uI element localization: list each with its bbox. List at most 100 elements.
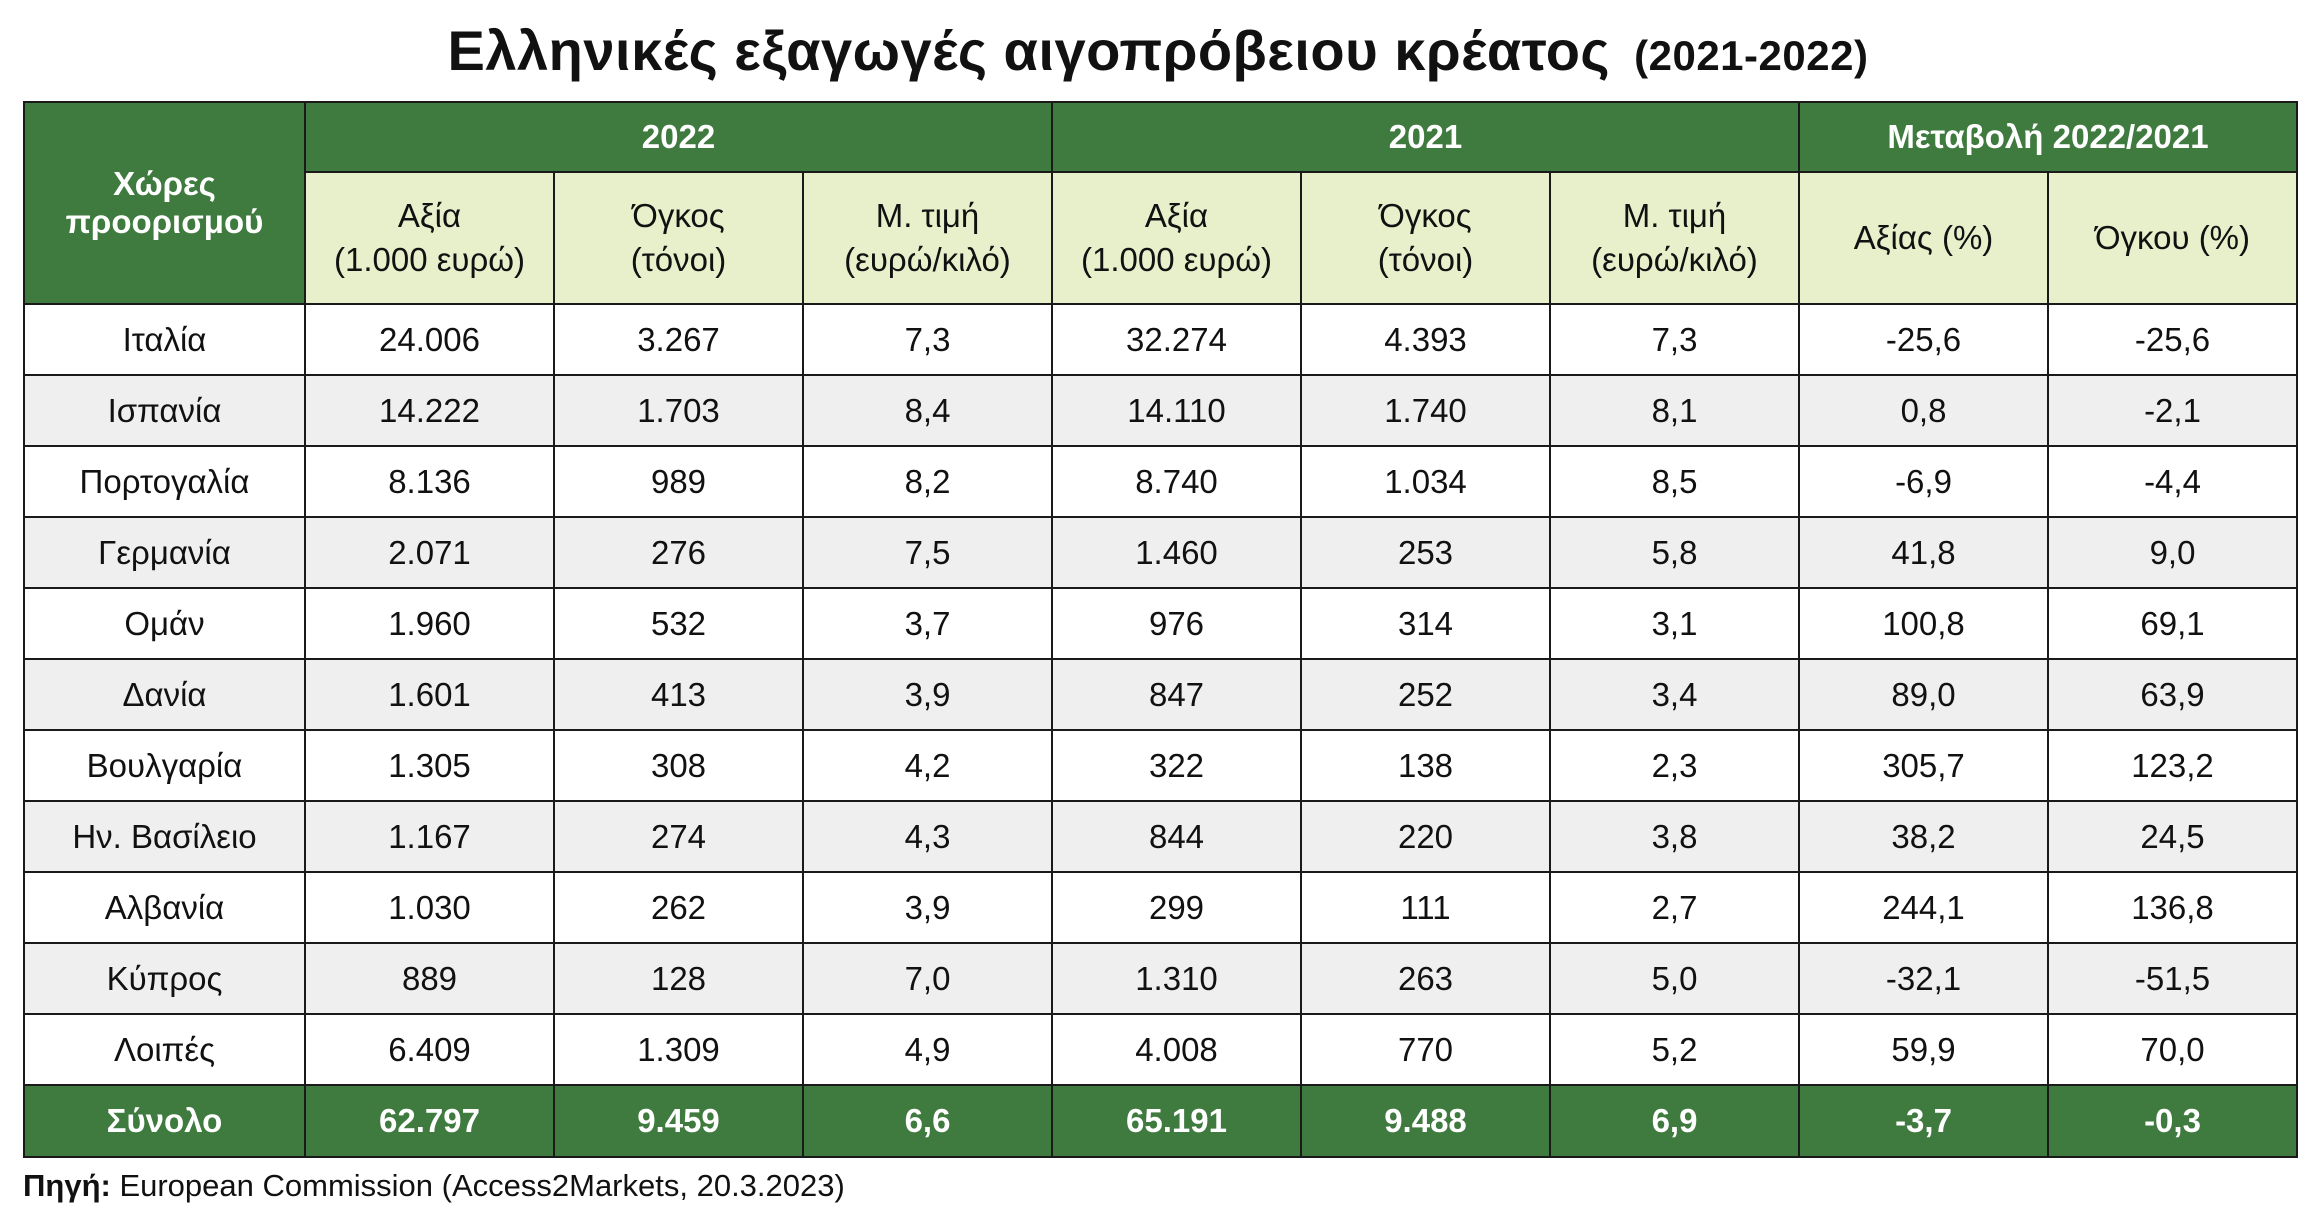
header-countries-line2: προορισμού [65,203,264,240]
header-price-2022-line2: (ευρώ/κιλό) [844,241,1011,278]
country-cell: Κύπρος [23,942,306,1015]
price-2021-cell: 3,1 [1549,587,1800,660]
total-volume-2021-cell: 9.488 [1300,1084,1551,1158]
price-2021-cell: 5,2 [1549,1013,1800,1086]
change-value-cell: 89,0 [1798,658,2049,731]
title-main: Ελληνικές εξαγωγές αιγοπρόβειου κρέατος [447,19,1611,82]
price-2022-cell: 4,3 [802,800,1053,873]
volume-2021-cell: 1.034 [1300,445,1551,518]
header-value-2021-line1: Αξία [1144,197,1209,234]
volume-2021-cell: 111 [1300,871,1551,944]
value-2022-cell: 1.960 [304,587,555,660]
total-change-volume-cell: -0,3 [2047,1084,2298,1158]
value-2021-cell: 976 [1051,587,1302,660]
change-value-cell: -6,9 [1798,445,2049,518]
total-label-cell: Σύνολο [23,1084,306,1158]
header-volume-2021-line2: (τόνοι) [1377,241,1474,278]
value-2022-cell: 8.136 [304,445,555,518]
change-volume-cell: 63,9 [2047,658,2298,731]
volume-2021-cell: 770 [1300,1013,1551,1086]
price-2021-cell: 3,8 [1549,800,1800,873]
change-volume-cell: -4,4 [2047,445,2298,518]
volume-2022-cell: 1.309 [553,1013,804,1086]
header-row-groups: Χώρες προορισμού 2022 2021 Μεταβολή 2022… [23,101,2298,305]
price-2022-cell: 7,3 [802,303,1053,376]
total-price-2022-cell: 6,6 [802,1084,1053,1158]
price-2022-cell: 8,4 [802,374,1053,447]
table-row: Ιταλία 24.006 3.267 7,3 32.274 4.393 7,3… [23,303,2298,376]
price-2021-cell: 5,8 [1549,516,1800,589]
value-2022-cell: 889 [304,942,555,1015]
change-value-cell: 41,8 [1798,516,2049,589]
volume-2021-cell: 1.740 [1300,374,1551,447]
price-2022-cell: 8,2 [802,445,1053,518]
title-years: (2021-2022) [1634,32,1869,79]
country-cell: Ομάν [23,587,306,660]
total-volume-2022-cell: 9.459 [553,1084,804,1158]
value-2021-cell: 14.110 [1051,374,1302,447]
change-value-cell: 59,9 [1798,1013,2049,1086]
change-volume-cell: 24,5 [2047,800,2298,873]
table-row: Δανία 1.601 413 3,9 847 252 3,4 89,0 63,… [23,658,2298,731]
total-change-value-cell: -3,7 [1798,1084,2049,1158]
volume-2021-cell: 252 [1300,658,1551,731]
country-cell: Αλβανία [23,871,306,944]
change-value-cell: 100,8 [1798,587,2049,660]
value-2021-cell: 8.740 [1051,445,1302,518]
country-cell: Βουλγαρία [23,729,306,802]
value-2021-cell: 847 [1051,658,1302,731]
volume-2022-cell: 274 [553,800,804,873]
table-row: Γερμανία 2.071 276 7,5 1.460 253 5,8 41,… [23,516,2298,589]
value-2022-cell: 1.030 [304,871,555,944]
country-cell: Δανία [23,658,306,731]
change-value-cell: 305,7 [1798,729,2049,802]
header-value-2021: Αξία (1.000 ευρώ) [1051,171,1302,305]
header-volume-2021-line1: Όγκος [1379,197,1472,234]
volume-2022-cell: 3.267 [553,303,804,376]
country-cell: Γερμανία [23,516,306,589]
header-price-2022-line1: Μ. τιμή [875,197,980,234]
value-2021-cell: 322 [1051,729,1302,802]
volume-2021-cell: 138 [1300,729,1551,802]
volume-2022-cell: 989 [553,445,804,518]
change-volume-cell: -2,1 [2047,374,2298,447]
header-change-volume: Όγκου (%) [2047,171,2298,305]
volume-2021-cell: 314 [1300,587,1551,660]
source-note: Πηγή: European Commission (Access2Market… [23,1168,845,1204]
volume-2021-cell: 4.393 [1300,303,1551,376]
value-2022-cell: 6.409 [304,1013,555,1086]
volume-2022-cell: 1.703 [553,374,804,447]
volume-2021-cell: 263 [1300,942,1551,1015]
header-volume-2021: Όγκος (τόνοι) [1300,171,1551,305]
header-price-2022: Μ. τιμή (ευρώ/κιλό) [802,171,1053,305]
change-value-cell: 244,1 [1798,871,2049,944]
value-2021-cell: 1.310 [1051,942,1302,1015]
table-row: Βουλγαρία 1.305 308 4,2 322 138 2,3 305,… [23,729,2298,802]
value-2022-cell: 14.222 [304,374,555,447]
header-price-2021-line1: Μ. τιμή [1622,197,1727,234]
price-2022-cell: 7,0 [802,942,1053,1015]
header-row-columns: Αξία (1.000 ευρώ) Όγκος (τόνοι) Μ. τιμή … [24,171,2298,305]
value-2022-cell: 1.167 [304,800,555,873]
value-2022-cell: 1.601 [304,658,555,731]
price-2022-cell: 3,7 [802,587,1053,660]
total-row: Σύνολο 62.797 9.459 6,6 65.191 9.488 6,9… [23,1084,2298,1158]
price-2022-cell: 4,2 [802,729,1053,802]
country-cell: Ισπανία [23,374,306,447]
change-volume-cell: 9,0 [2047,516,2298,589]
change-volume-cell: -51,5 [2047,942,2298,1015]
header-volume-2022-line2: (τόνοι) [630,241,727,278]
value-2022-cell: 1.305 [304,729,555,802]
header-value-2021-line2: (1.000 ευρώ) [1080,241,1273,278]
price-2021-cell: 7,3 [1549,303,1800,376]
total-value-2022-cell: 62.797 [304,1084,555,1158]
table-row: Αλβανία 1.030 262 3,9 299 111 2,7 244,1 … [23,871,2298,944]
value-2021-cell: 844 [1051,800,1302,873]
volume-2022-cell: 532 [553,587,804,660]
table-row: Ισπανία 14.222 1.703 8,4 14.110 1.740 8,… [23,374,2298,447]
header-value-2022-line1: Αξία [397,197,462,234]
value-2021-cell: 1.460 [1051,516,1302,589]
value-2021-cell: 299 [1051,871,1302,944]
change-volume-cell: 70,0 [2047,1013,2298,1086]
change-volume-cell: 69,1 [2047,587,2298,660]
